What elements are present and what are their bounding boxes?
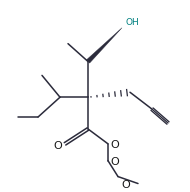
Text: O: O — [54, 141, 62, 151]
Polygon shape — [86, 28, 122, 63]
Text: O: O — [121, 180, 130, 190]
Text: O: O — [111, 140, 119, 150]
Text: O: O — [111, 157, 119, 167]
Text: OH: OH — [125, 18, 139, 27]
